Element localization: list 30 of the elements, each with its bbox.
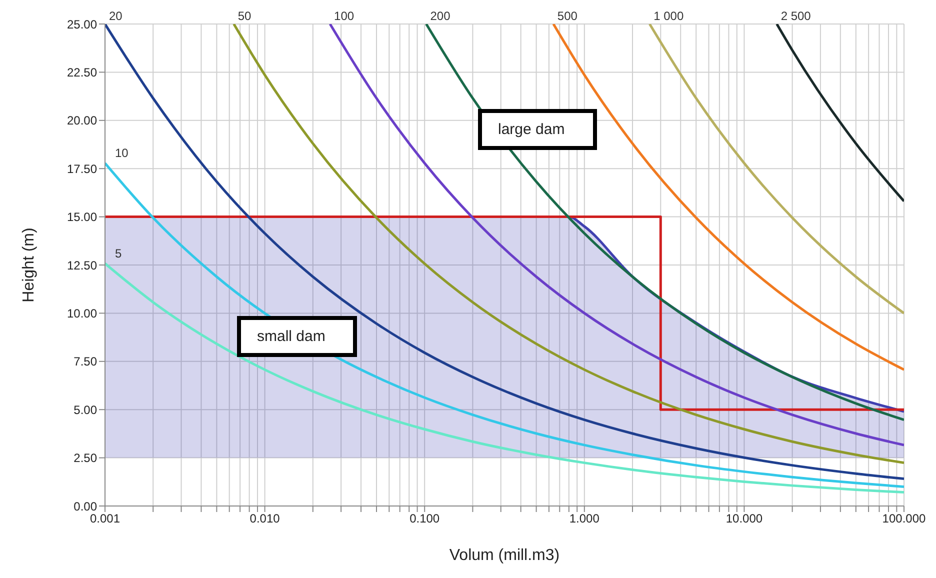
y-tick-label: 7.50 (74, 354, 98, 369)
text-box: large dam (478, 109, 597, 150)
x-tick-label: 100.000 (882, 512, 926, 526)
series-label: 500 (557, 9, 578, 23)
x-tick-label: 0.001 (90, 512, 120, 526)
x-axis-title: Volum (mill.m3) (449, 547, 560, 564)
y-tick-label: 25.00 (66, 17, 98, 32)
y-tick-label: 22.50 (66, 65, 98, 80)
series-label: 20 (109, 9, 123, 23)
series-label: 100 (334, 9, 354, 23)
y-tick-label: 12.50 (66, 258, 98, 272)
y-tick-label: 5.00 (74, 402, 98, 417)
y-tick-label: 2.50 (74, 451, 98, 466)
series-label: 1 000 (654, 9, 684, 23)
text-box: small dam (237, 316, 358, 357)
y-tick-label: 20.00 (66, 114, 98, 128)
x-tick-label: 1.000 (569, 512, 600, 526)
x-tick-label: 0.100 (410, 512, 440, 526)
y-tick-label: 10.00 (66, 306, 98, 320)
y-tick-label: 17.50 (66, 162, 98, 176)
series-label: 50 (238, 9, 252, 23)
y-axis-title: Height (m) (20, 228, 38, 302)
series-label: 2 500 (780, 9, 812, 23)
series-label: 200 (430, 9, 451, 23)
y-tick-label: 0.00 (74, 499, 98, 514)
y-tick-label: 15.00 (66, 210, 98, 224)
x-tick-label: 0.010 (250, 512, 280, 526)
series-label: 5 (115, 246, 122, 260)
series-label: 10 (115, 146, 129, 160)
x-tick-label: 10.000 (726, 512, 763, 526)
